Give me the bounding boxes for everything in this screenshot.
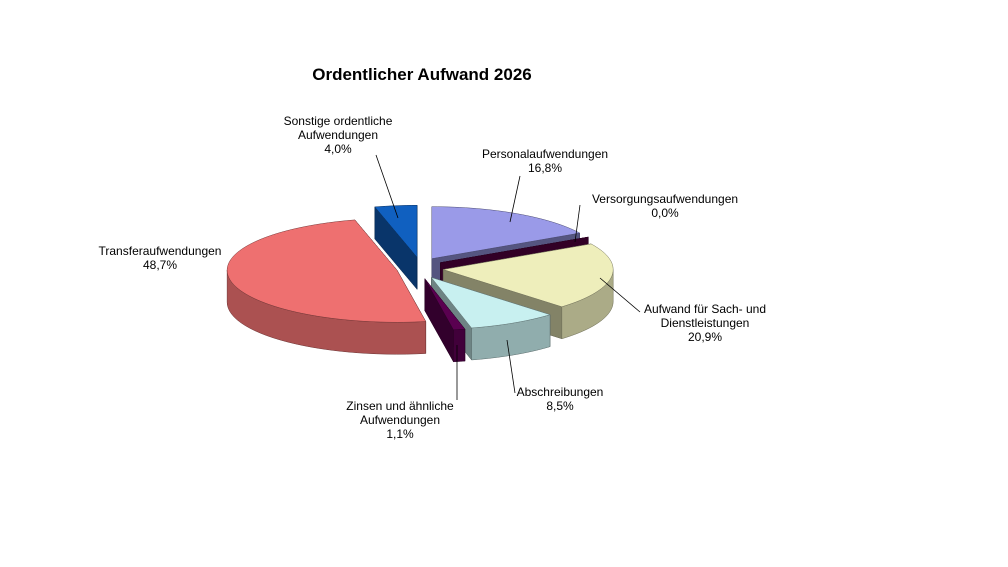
slice-value-label: 8,5% (546, 399, 574, 413)
slice (424, 277, 466, 363)
slice (226, 219, 427, 355)
slice-value-label: 48,7% (143, 258, 177, 272)
slice-value-label: 1,1% (386, 427, 414, 441)
slice-top (374, 205, 418, 258)
leader-line (375, 154, 399, 219)
slice-value-label: 16,8% (528, 161, 562, 175)
chart-title: Ordentlicher Aufwand 2026 (312, 65, 531, 84)
slice-label: Aufwand für Sach- und Dienstleistungen (644, 302, 766, 330)
slice (374, 205, 418, 290)
slice-top (430, 276, 551, 329)
slice-label: Versorgungsaufwendungen (592, 192, 738, 206)
slice-value-label: 4,0% (324, 142, 352, 156)
slice-top (226, 219, 427, 323)
leader-line (574, 204, 581, 243)
slice-label: Abschreibungen (517, 385, 604, 399)
slice-label: Personalaufwendungen (482, 147, 608, 161)
leader-line (506, 339, 516, 394)
slice-value-label: 0,0% (651, 206, 679, 220)
leader-line (599, 277, 641, 313)
slice-label: Sonstige ordentliche Aufwendungen (284, 114, 393, 142)
slice-top (443, 243, 614, 308)
slice-top (431, 206, 581, 259)
slice-side (453, 328, 466, 363)
slice-value-label: 20,9% (688, 330, 722, 344)
slice-label: Zinsen und ähnliche Aufwendungen (346, 399, 454, 427)
leader-line (509, 175, 521, 223)
slice-label: Transferaufwendungen (99, 244, 222, 258)
slice-top (424, 278, 466, 331)
